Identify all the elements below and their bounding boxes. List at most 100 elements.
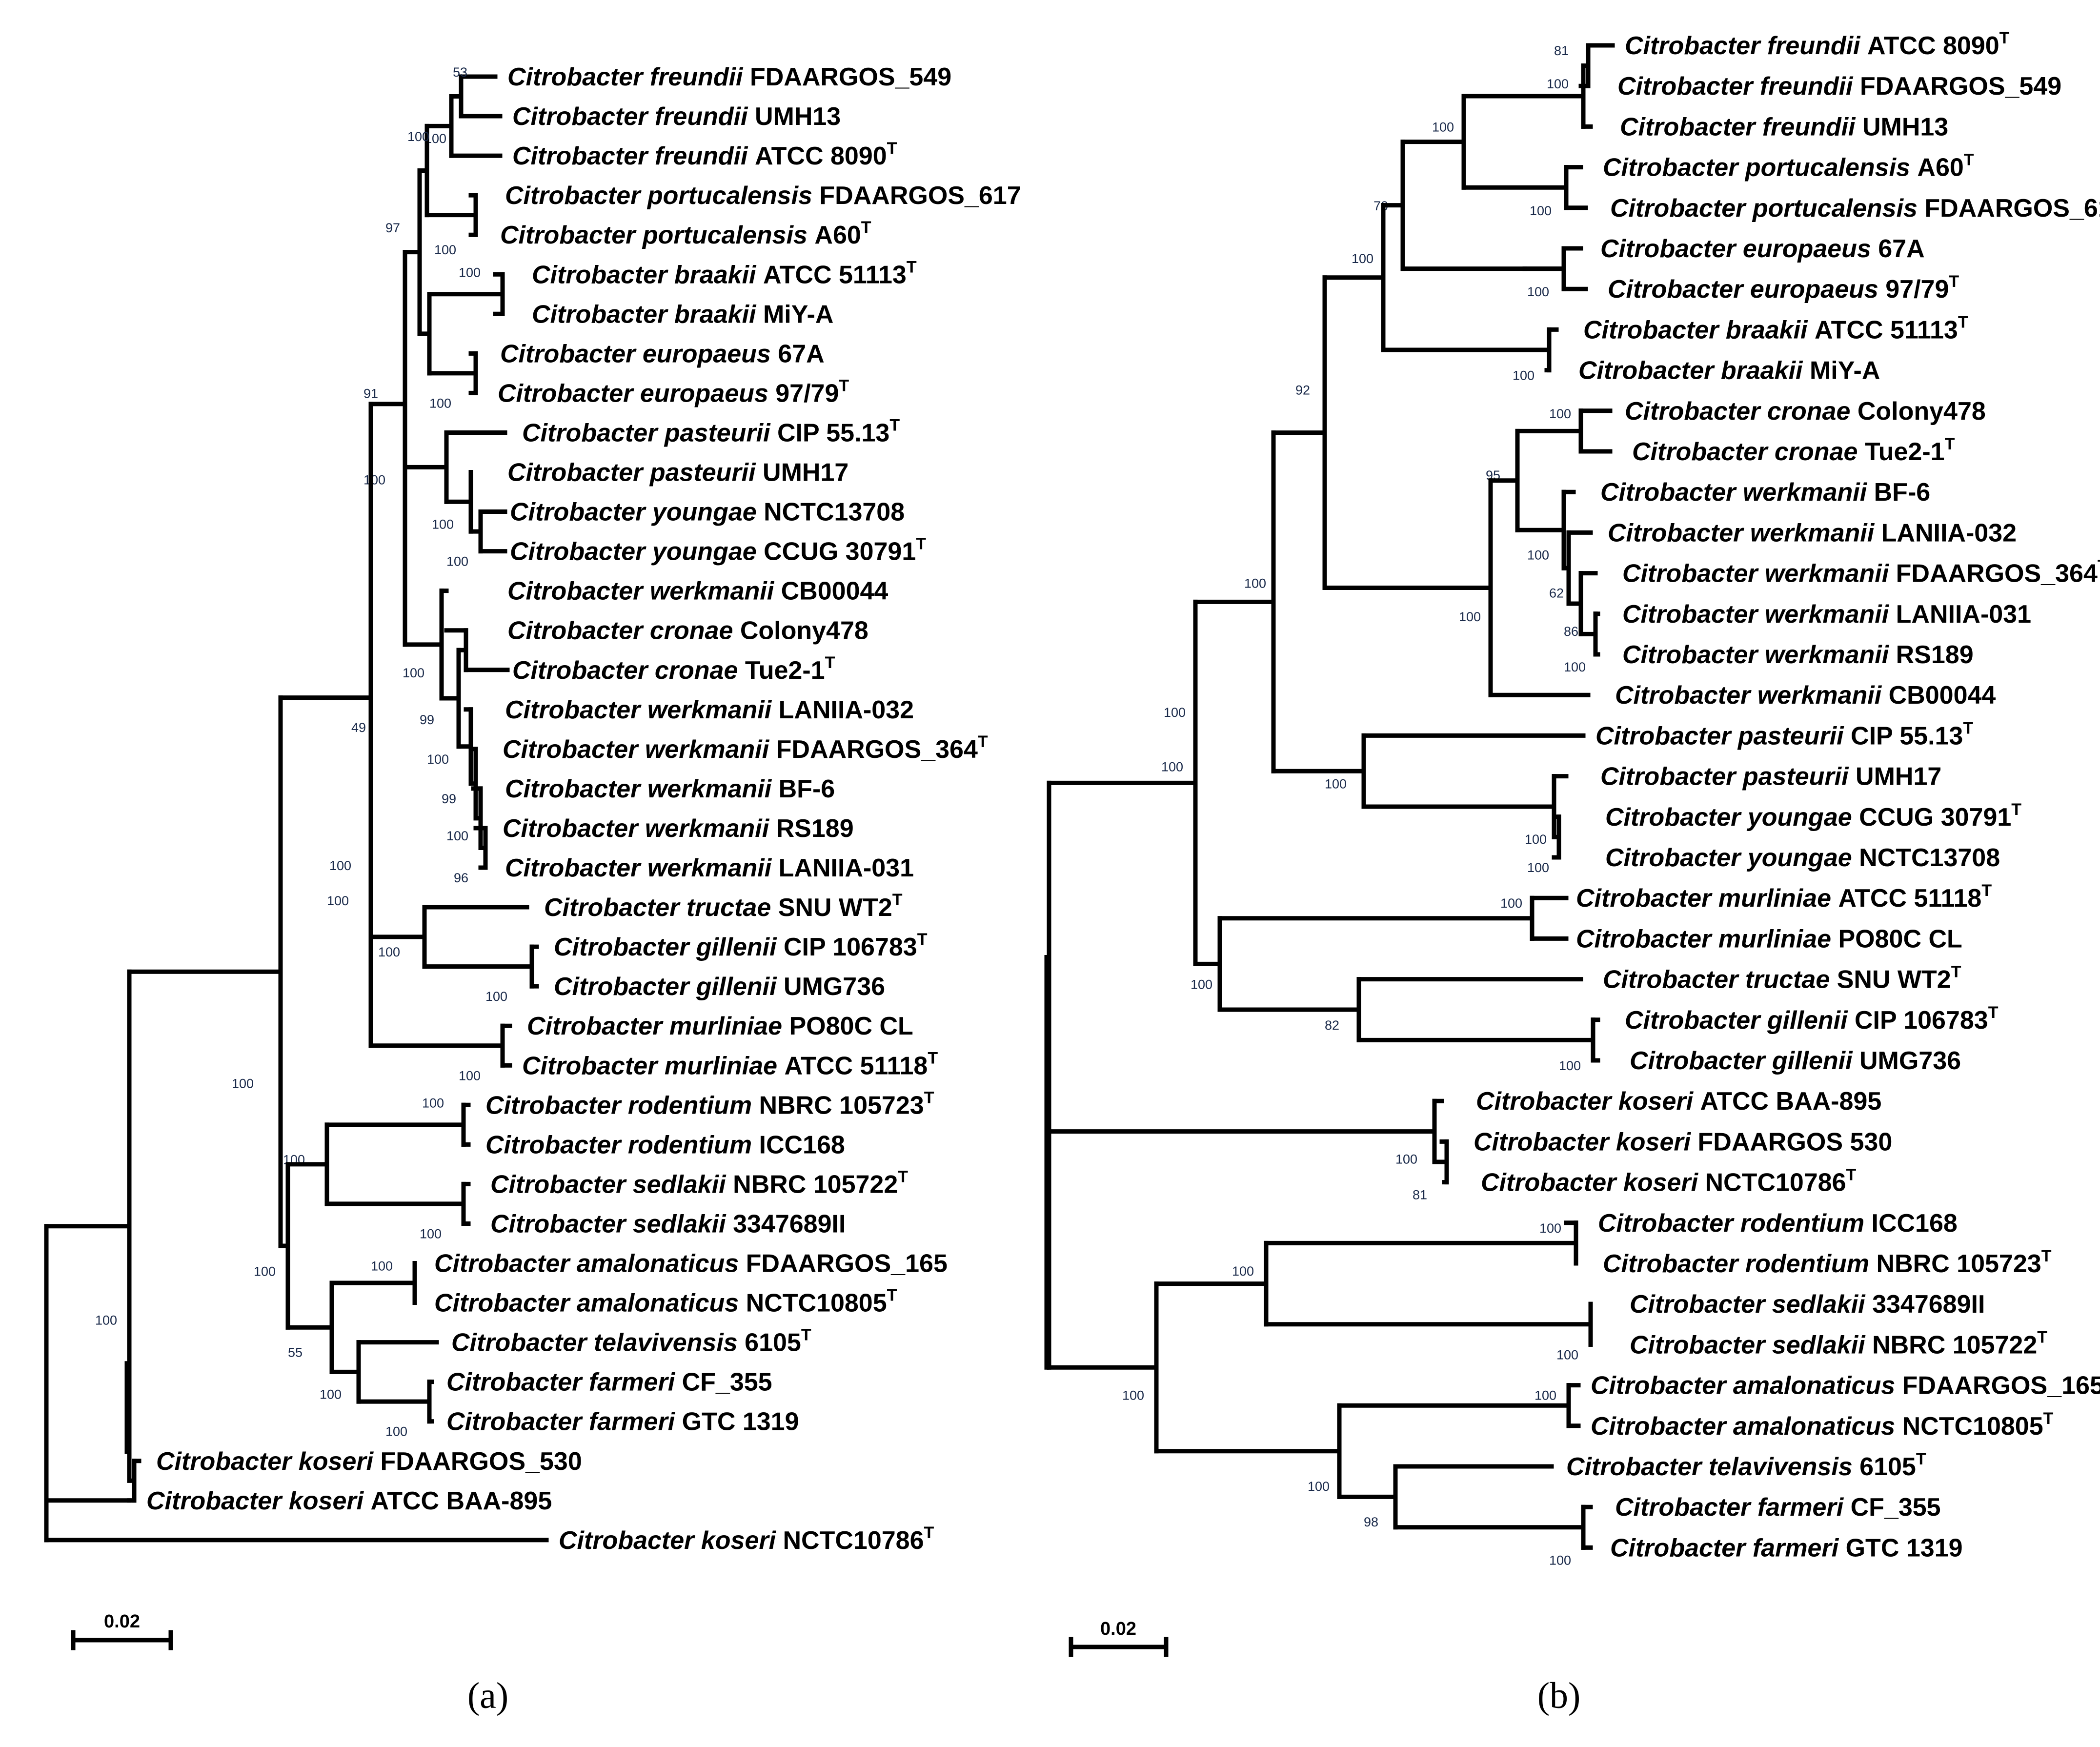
species-name: Citrobacter braakii bbox=[532, 261, 763, 289]
strain-name: MiY-A bbox=[763, 300, 833, 328]
bootstrap-value: 100 bbox=[1325, 777, 1347, 792]
strain-name: LANIIA-031 bbox=[1896, 600, 2031, 629]
species-name: Citrobacter portucalensis bbox=[505, 182, 819, 210]
leaf-label: Citrobacter sedlakii NBRC 105722T bbox=[490, 1167, 908, 1199]
species-name: Citrobacter koseri bbox=[156, 1447, 381, 1476]
leaf-label: Citrobacter murliniae PO80C CL bbox=[1576, 925, 1962, 953]
strain-name: 67A bbox=[1878, 235, 1924, 263]
leaf-label: Citrobacter tructae SNU WT2T bbox=[544, 891, 903, 922]
type-strain-mark: T bbox=[1945, 435, 1955, 453]
bootstrap-value: 100 bbox=[422, 1096, 444, 1110]
leaf-label: Citrobacter werkmanii LANIIA-031 bbox=[1622, 600, 2031, 629]
strain-name: CIP 106783 bbox=[784, 933, 917, 961]
strain-name: ATCC 51113 bbox=[1815, 316, 1958, 344]
leaf-label: Citrobacter braakii ATCC 51113T bbox=[1583, 313, 1968, 344]
strain-name: NBRC 105723 bbox=[759, 1091, 924, 1119]
strain-name: CIP 55.13 bbox=[777, 419, 889, 447]
strain-name: ATCC 8090 bbox=[755, 142, 887, 170]
strain-name: 67A bbox=[778, 340, 824, 368]
leaf-label: Citrobacter europaeus 97/79T bbox=[498, 376, 849, 407]
strain-name: 6105 bbox=[1859, 1453, 1916, 1481]
bootstrap-value: 100 bbox=[432, 517, 454, 532]
strain-name: ATCC 8090 bbox=[1867, 32, 1999, 60]
species-name: Citrobacter telavivensis bbox=[1566, 1453, 1859, 1481]
leaf-label: Citrobacter farmeri GTC 1319 bbox=[446, 1408, 799, 1436]
species-name: Citrobacter werkmanii bbox=[1622, 641, 1896, 669]
leaf-label: Citrobacter portucalensis A60T bbox=[500, 218, 871, 249]
strain-name: PO80C CL bbox=[789, 1012, 913, 1040]
leaf-label: Citrobacter gillenii CIP 106783T bbox=[554, 930, 928, 961]
leaf-label: Citrobacter youngae NCTC13708 bbox=[1605, 844, 2000, 872]
strain-name: ATCC 51113 bbox=[763, 261, 907, 289]
bootstrap-value: 100 bbox=[459, 1068, 481, 1083]
strain-name: GTC 1319 bbox=[1846, 1534, 1963, 1562]
leaf-label: Citrobacter portucalensis FDAARGOS_617 bbox=[1610, 194, 2100, 223]
bootstrap-value: 100 bbox=[1513, 368, 1535, 383]
type-strain-mark: T bbox=[861, 218, 871, 237]
type-strain-mark: T bbox=[1999, 29, 2010, 47]
strain-name: BF-6 bbox=[1874, 478, 1931, 507]
leaf-label: Citrobacter rodentium ICC168 bbox=[1598, 1209, 1958, 1238]
bootstrap-value: 100 bbox=[485, 989, 507, 1004]
leaf-label: Citrobacter murliniae ATCC 51118T bbox=[522, 1049, 938, 1080]
leaf-label: Citrobacter koseri FDAARGOS 530 bbox=[1474, 1128, 1892, 1156]
strain-name: PO80C CL bbox=[1838, 925, 1962, 953]
strain-name: ATCC BAA-895 bbox=[371, 1487, 552, 1515]
bootstrap-value: 100 bbox=[95, 1313, 117, 1328]
leaf-label: Citrobacter pasteurii UMH17 bbox=[1600, 763, 1941, 791]
type-strain-mark: T bbox=[928, 1049, 938, 1067]
species-name: Citrobacter youngae bbox=[1605, 803, 1859, 832]
strain-name: Colony478 bbox=[1858, 397, 1986, 426]
type-strain-mark: T bbox=[917, 930, 928, 949]
strain-name: UMH13 bbox=[1862, 113, 1948, 141]
leaf-label: Citrobacter werkmanii CB00044 bbox=[1615, 681, 1996, 710]
species-name: Citrobacter sedlakii bbox=[490, 1170, 733, 1199]
strain-name: FDAARGOS_549 bbox=[750, 63, 951, 91]
strain-name: NCTC10786 bbox=[1705, 1169, 1846, 1197]
bootstrap-value: 100 bbox=[1432, 120, 1454, 134]
type-strain-mark: T bbox=[2043, 1409, 2054, 1428]
species-name: Citrobacter portucalensis bbox=[500, 221, 814, 249]
strain-name: BF-6 bbox=[779, 775, 835, 803]
strain-name: CIP 55.13 bbox=[1851, 722, 1963, 750]
strain-name: 97/79 bbox=[1885, 275, 1949, 304]
species-name: Citrobacter youngae bbox=[1605, 844, 1859, 872]
bootstrap-value: 100 bbox=[371, 1259, 393, 1274]
bootstrap-value: 81 bbox=[1554, 43, 1569, 58]
type-strain-mark: T bbox=[916, 535, 926, 553]
strain-name: LANIIA-032 bbox=[1881, 519, 2017, 547]
species-name: Citrobacter farmeri bbox=[1610, 1534, 1846, 1562]
bootstrap-value: 100 bbox=[1500, 896, 1522, 911]
leaf-label: Citrobacter cronae Tue2-1T bbox=[512, 653, 835, 685]
species-name: Citrobacter werkmanii bbox=[1615, 681, 1889, 710]
bootstrap-value: 96 bbox=[454, 871, 468, 885]
species-name: Citrobacter youngae bbox=[510, 498, 764, 527]
leaf-label: Citrobacter koseri FDAARGOS_530 bbox=[156, 1447, 582, 1476]
species-name: Citrobacter koseri bbox=[1476, 1087, 1700, 1116]
leaf-label: Citrobacter amalonaticus NCTC10805T bbox=[1591, 1409, 2054, 1441]
species-name: Citrobacter youngae bbox=[510, 538, 764, 566]
leaf-label: Citrobacter amalonaticus NCTC10805T bbox=[434, 1286, 897, 1318]
type-strain-mark: T bbox=[825, 653, 835, 672]
species-name: Citrobacter freundii bbox=[512, 102, 755, 131]
species-name: Citrobacter murliniae bbox=[1576, 884, 1838, 913]
bootstrap-value: 55 bbox=[288, 1345, 303, 1360]
strain-name: ATCC BAA-895 bbox=[1700, 1087, 1882, 1116]
leaf-label: Citrobacter amalonaticus FDAARGOS_165 bbox=[1591, 1372, 2100, 1400]
species-name: Citrobacter europaeus bbox=[500, 340, 778, 368]
bootstrap-value: 100 bbox=[1122, 1388, 1144, 1403]
strain-name: A60 bbox=[814, 221, 861, 249]
scale-bar-label: 0.02 bbox=[104, 1611, 140, 1632]
bootstrap-value: 100 bbox=[459, 265, 481, 280]
species-name: Citrobacter gillenii bbox=[554, 973, 784, 1001]
strain-name: 97/79 bbox=[775, 379, 839, 407]
strain-name: Tue2-1 bbox=[1865, 438, 1945, 466]
species-name: Citrobacter tructae bbox=[544, 894, 778, 922]
species-name: Citrobacter europaeus bbox=[1608, 275, 1885, 304]
species-name: Citrobacter rodentium bbox=[1603, 1250, 1877, 1278]
species-name: Citrobacter sedlakii bbox=[1630, 1331, 1872, 1359]
type-strain-mark: T bbox=[1963, 719, 1973, 737]
bootstrap-value: 100 bbox=[1459, 609, 1481, 624]
species-name: Citrobacter freundii bbox=[507, 63, 750, 91]
leaf-label: Citrobacter farmeri CF_355 bbox=[446, 1368, 772, 1397]
